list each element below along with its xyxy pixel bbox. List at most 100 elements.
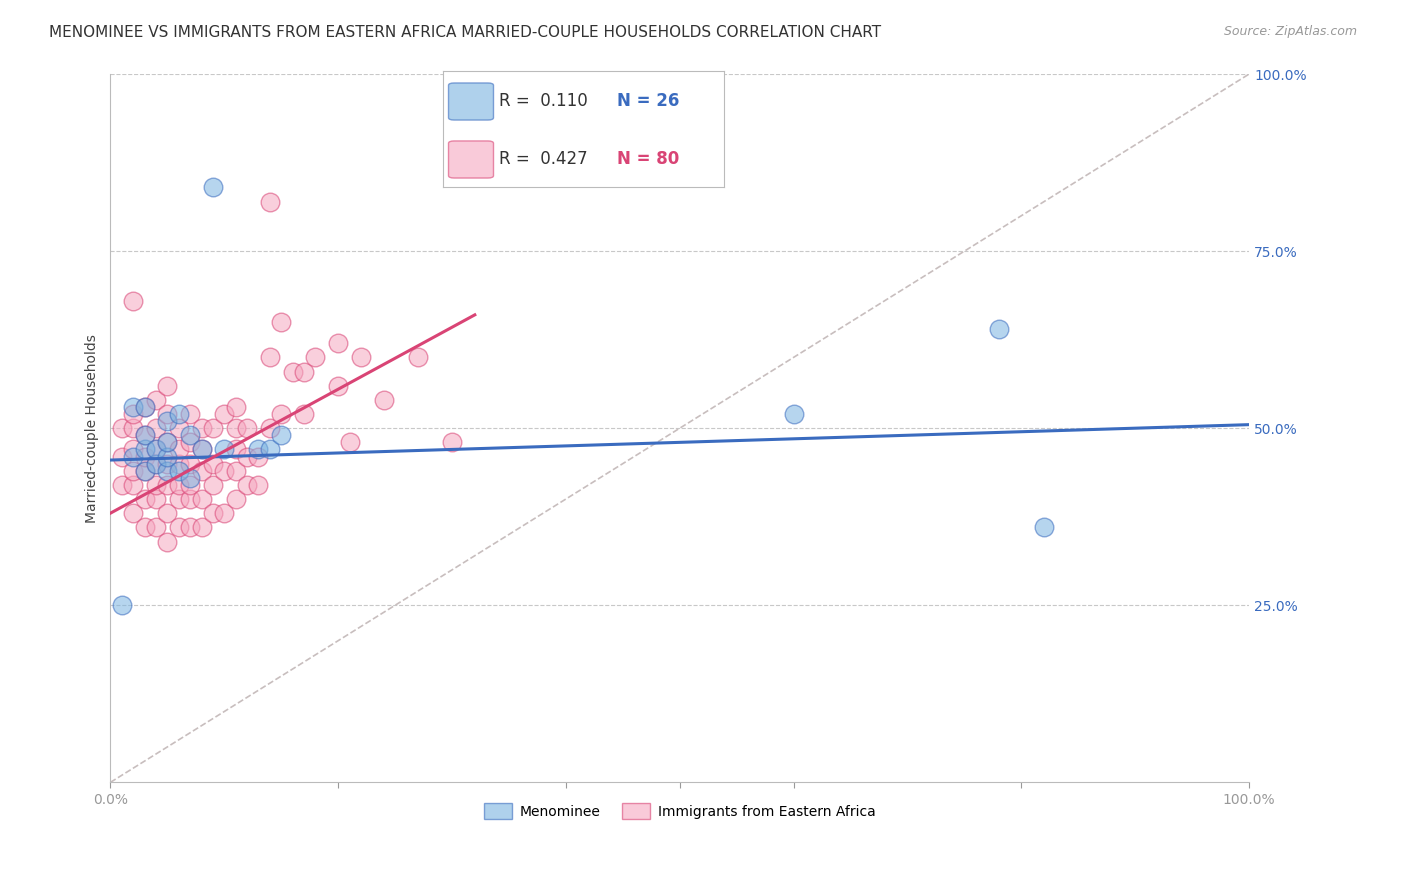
Point: [134, 491, 156, 506]
Point: [236, 450, 259, 464]
Point: [167, 457, 190, 471]
Point: [190, 442, 212, 457]
FancyBboxPatch shape: [449, 141, 494, 178]
Text: R =  0.427: R = 0.427: [499, 150, 588, 168]
Point: [156, 435, 179, 450]
Point: [134, 442, 156, 457]
Point: [373, 392, 395, 407]
Point: [156, 457, 179, 471]
Point: [214, 506, 236, 520]
Text: N = 26: N = 26: [617, 92, 679, 110]
Point: [259, 351, 281, 365]
Point: [122, 464, 145, 478]
Point: [201, 180, 224, 194]
Point: [190, 421, 212, 435]
Point: [179, 428, 201, 442]
Point: [111, 421, 134, 435]
Point: [134, 428, 156, 442]
Point: [145, 520, 167, 534]
Point: [225, 464, 247, 478]
Point: [122, 407, 145, 421]
Point: [225, 421, 247, 435]
Point: [179, 407, 201, 421]
Point: [247, 442, 270, 457]
Point: [179, 471, 201, 485]
Point: [167, 478, 190, 492]
Point: [190, 491, 212, 506]
Point: [122, 421, 145, 435]
Point: [201, 478, 224, 492]
Point: [145, 421, 167, 435]
Point: [134, 428, 156, 442]
Point: [111, 478, 134, 492]
Point: [145, 392, 167, 407]
Point: [167, 491, 190, 506]
Point: [145, 442, 167, 457]
Point: [1033, 520, 1056, 534]
Point: [328, 336, 350, 351]
Point: [339, 435, 361, 450]
Point: [111, 450, 134, 464]
Point: [201, 421, 224, 435]
Point: [167, 442, 190, 457]
Point: [225, 400, 247, 414]
Point: [122, 400, 145, 414]
Point: [782, 407, 804, 421]
Point: [179, 478, 201, 492]
Point: [167, 407, 190, 421]
Point: [987, 322, 1010, 336]
Point: [190, 442, 212, 457]
Point: [111, 599, 134, 613]
Point: [156, 534, 179, 549]
FancyBboxPatch shape: [449, 83, 494, 120]
Point: [156, 435, 179, 450]
Point: [145, 442, 167, 457]
Point: [270, 407, 292, 421]
Point: [156, 378, 179, 392]
Point: [134, 400, 156, 414]
Point: [156, 464, 179, 478]
Point: [122, 506, 145, 520]
Point: [167, 421, 190, 435]
Point: [259, 442, 281, 457]
Point: [214, 442, 236, 457]
Point: [214, 464, 236, 478]
Point: [156, 407, 179, 421]
Point: [145, 457, 167, 471]
Y-axis label: Married-couple Households: Married-couple Households: [86, 334, 100, 523]
Point: [179, 435, 201, 450]
Point: [247, 478, 270, 492]
Point: [122, 442, 145, 457]
Point: [134, 464, 156, 478]
Point: [214, 407, 236, 421]
Point: [441, 435, 464, 450]
Text: MENOMINEE VS IMMIGRANTS FROM EASTERN AFRICA MARRIED-COUPLE HOUSEHOLDS CORRELATIO: MENOMINEE VS IMMIGRANTS FROM EASTERN AFR…: [49, 25, 882, 40]
Point: [406, 351, 429, 365]
Point: [350, 351, 373, 365]
Point: [236, 478, 259, 492]
Point: [134, 400, 156, 414]
Point: [270, 315, 292, 329]
Point: [292, 407, 315, 421]
Point: [122, 478, 145, 492]
Point: [236, 421, 259, 435]
Legend: Menominee, Immigrants from Eastern Africa: Menominee, Immigrants from Eastern Afric…: [478, 797, 882, 825]
Point: [134, 450, 156, 464]
Point: [190, 464, 212, 478]
Point: [122, 450, 145, 464]
Point: [190, 520, 212, 534]
Point: [304, 351, 326, 365]
Point: [328, 378, 350, 392]
Point: [247, 450, 270, 464]
Point: [167, 520, 190, 534]
Point: [156, 414, 179, 428]
Point: [225, 442, 247, 457]
Point: [201, 506, 224, 520]
Point: [179, 491, 201, 506]
Point: [179, 457, 201, 471]
Point: [156, 478, 179, 492]
Point: [179, 520, 201, 534]
Point: [145, 491, 167, 506]
Point: [156, 450, 179, 464]
Point: [259, 421, 281, 435]
